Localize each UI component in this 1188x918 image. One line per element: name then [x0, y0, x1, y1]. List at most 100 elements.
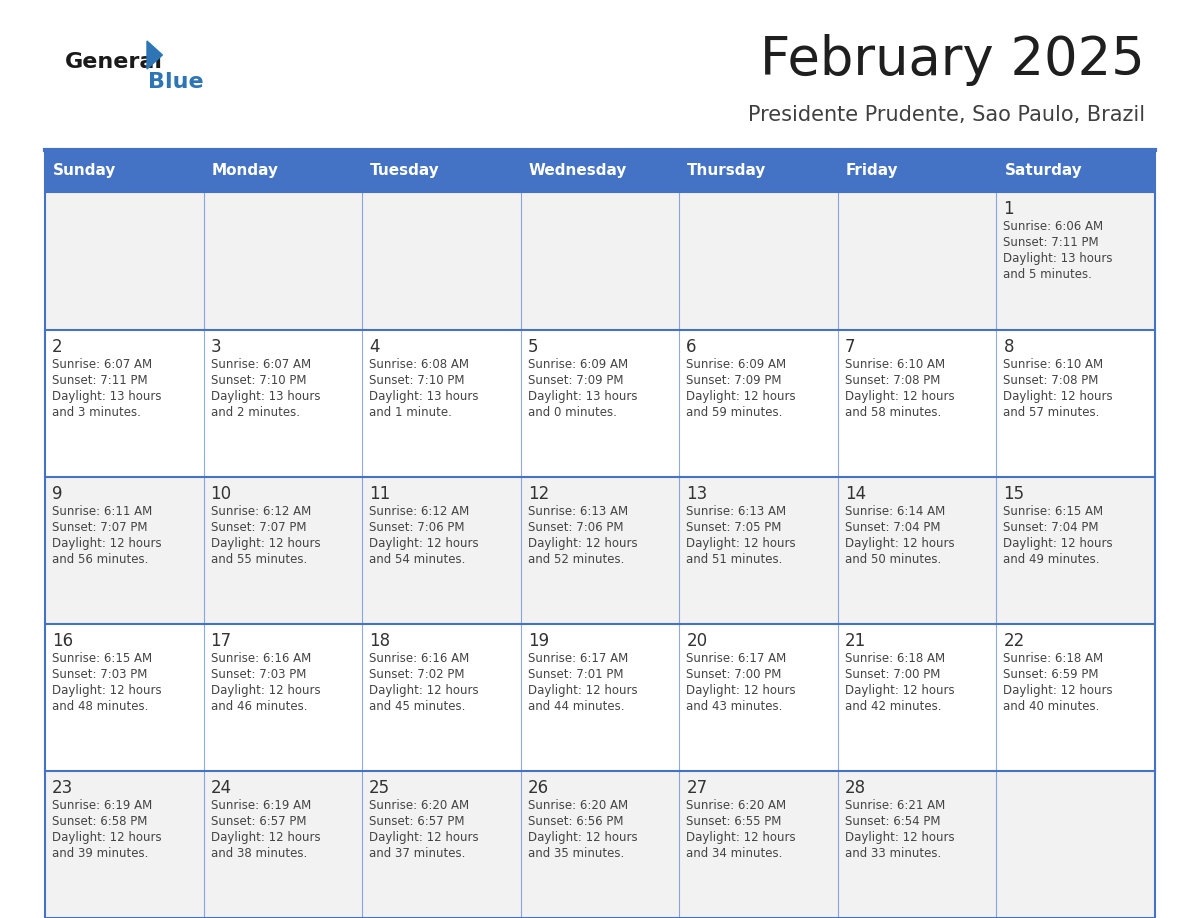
Text: Sunset: 7:11 PM: Sunset: 7:11 PM — [52, 374, 147, 387]
Text: Sunrise: 6:15 AM: Sunrise: 6:15 AM — [1004, 505, 1104, 518]
Bar — [680, 477, 838, 624]
Text: Sunrise: 6:12 AM: Sunrise: 6:12 AM — [369, 505, 469, 518]
Text: 26: 26 — [527, 779, 549, 797]
Text: and 44 minutes.: and 44 minutes. — [527, 700, 624, 713]
Text: 12: 12 — [527, 485, 549, 503]
Text: Monday: Monday — [211, 163, 278, 178]
Text: Sunset: 7:05 PM: Sunset: 7:05 PM — [687, 521, 782, 534]
Bar — [45, 477, 203, 624]
Text: and 49 minutes.: and 49 minutes. — [1004, 553, 1100, 566]
Text: Sunrise: 6:07 AM: Sunrise: 6:07 AM — [52, 358, 152, 371]
Bar — [997, 477, 1155, 624]
Text: Daylight: 12 hours: Daylight: 12 hours — [527, 684, 637, 697]
Text: Sunset: 7:07 PM: Sunset: 7:07 PM — [210, 521, 307, 534]
Text: Sunset: 7:10 PM: Sunset: 7:10 PM — [369, 374, 465, 387]
Text: Daylight: 12 hours: Daylight: 12 hours — [527, 831, 637, 844]
Text: Daylight: 12 hours: Daylight: 12 hours — [1004, 537, 1113, 550]
Text: Sunrise: 6:17 AM: Sunrise: 6:17 AM — [687, 652, 786, 665]
Bar — [45, 150, 203, 192]
Text: Sunset: 7:04 PM: Sunset: 7:04 PM — [1004, 521, 1099, 534]
Text: 23: 23 — [52, 779, 74, 797]
Text: Daylight: 12 hours: Daylight: 12 hours — [369, 537, 479, 550]
Bar — [203, 624, 362, 771]
Text: Daylight: 12 hours: Daylight: 12 hours — [687, 684, 796, 697]
Text: Sunrise: 6:20 AM: Sunrise: 6:20 AM — [527, 799, 627, 812]
Text: and 55 minutes.: and 55 minutes. — [210, 553, 307, 566]
Bar — [45, 771, 203, 918]
Text: 25: 25 — [369, 779, 391, 797]
Text: Sunrise: 6:10 AM: Sunrise: 6:10 AM — [845, 358, 944, 371]
Text: and 0 minutes.: and 0 minutes. — [527, 406, 617, 419]
Text: Daylight: 13 hours: Daylight: 13 hours — [210, 390, 320, 403]
Bar — [362, 771, 520, 918]
Text: Sunset: 7:10 PM: Sunset: 7:10 PM — [210, 374, 307, 387]
Text: 9: 9 — [52, 485, 63, 503]
Text: 5: 5 — [527, 338, 538, 356]
Text: Sunset: 7:02 PM: Sunset: 7:02 PM — [369, 668, 465, 681]
Text: Sunrise: 6:09 AM: Sunrise: 6:09 AM — [527, 358, 627, 371]
Text: Sunset: 7:01 PM: Sunset: 7:01 PM — [527, 668, 624, 681]
Text: Daylight: 12 hours: Daylight: 12 hours — [845, 537, 954, 550]
Text: Sunrise: 6:17 AM: Sunrise: 6:17 AM — [527, 652, 628, 665]
Text: Sunset: 6:59 PM: Sunset: 6:59 PM — [1004, 668, 1099, 681]
Text: Daylight: 12 hours: Daylight: 12 hours — [52, 684, 162, 697]
Text: Sunrise: 6:09 AM: Sunrise: 6:09 AM — [687, 358, 786, 371]
Bar — [203, 330, 362, 477]
Text: Sunset: 7:06 PM: Sunset: 7:06 PM — [369, 521, 465, 534]
Text: and 1 minute.: and 1 minute. — [369, 406, 451, 419]
Text: and 58 minutes.: and 58 minutes. — [845, 406, 941, 419]
Text: Sunrise: 6:08 AM: Sunrise: 6:08 AM — [369, 358, 469, 371]
Text: and 39 minutes.: and 39 minutes. — [52, 847, 148, 860]
Bar — [838, 192, 997, 330]
Text: Sunrise: 6:13 AM: Sunrise: 6:13 AM — [687, 505, 786, 518]
Text: Blue: Blue — [148, 72, 203, 92]
Text: Sunset: 6:57 PM: Sunset: 6:57 PM — [369, 815, 465, 828]
Text: Sunset: 6:57 PM: Sunset: 6:57 PM — [210, 815, 307, 828]
Text: Sunset: 7:08 PM: Sunset: 7:08 PM — [845, 374, 940, 387]
Text: and 37 minutes.: and 37 minutes. — [369, 847, 466, 860]
Text: Sunrise: 6:11 AM: Sunrise: 6:11 AM — [52, 505, 152, 518]
Text: Sunrise: 6:14 AM: Sunrise: 6:14 AM — [845, 505, 946, 518]
Text: and 33 minutes.: and 33 minutes. — [845, 847, 941, 860]
Text: and 45 minutes.: and 45 minutes. — [369, 700, 466, 713]
Bar — [362, 477, 520, 624]
Text: and 59 minutes.: and 59 minutes. — [687, 406, 783, 419]
Text: Sunset: 7:09 PM: Sunset: 7:09 PM — [687, 374, 782, 387]
Text: Daylight: 12 hours: Daylight: 12 hours — [687, 390, 796, 403]
Text: Daylight: 13 hours: Daylight: 13 hours — [52, 390, 162, 403]
Text: and 35 minutes.: and 35 minutes. — [527, 847, 624, 860]
Text: Saturday: Saturday — [1004, 163, 1082, 178]
Text: and 52 minutes.: and 52 minutes. — [527, 553, 624, 566]
Text: and 42 minutes.: and 42 minutes. — [845, 700, 941, 713]
Bar — [997, 624, 1155, 771]
Text: Sunset: 7:06 PM: Sunset: 7:06 PM — [527, 521, 624, 534]
Text: Sunset: 6:55 PM: Sunset: 6:55 PM — [687, 815, 782, 828]
Text: and 43 minutes.: and 43 minutes. — [687, 700, 783, 713]
Text: and 38 minutes.: and 38 minutes. — [210, 847, 307, 860]
Text: 1: 1 — [1004, 200, 1015, 218]
Bar — [680, 150, 838, 192]
Text: 4: 4 — [369, 338, 380, 356]
Text: Sunset: 7:07 PM: Sunset: 7:07 PM — [52, 521, 147, 534]
Bar — [520, 192, 680, 330]
Text: Sunset: 7:00 PM: Sunset: 7:00 PM — [845, 668, 940, 681]
Text: Daylight: 12 hours: Daylight: 12 hours — [845, 390, 954, 403]
Bar — [203, 150, 362, 192]
Bar — [997, 192, 1155, 330]
Text: Sunrise: 6:18 AM: Sunrise: 6:18 AM — [845, 652, 944, 665]
Text: Daylight: 12 hours: Daylight: 12 hours — [1004, 684, 1113, 697]
Text: and 2 minutes.: and 2 minutes. — [210, 406, 299, 419]
Text: Sunset: 7:08 PM: Sunset: 7:08 PM — [1004, 374, 1099, 387]
Text: 20: 20 — [687, 632, 707, 650]
Text: 6: 6 — [687, 338, 697, 356]
Text: Daylight: 12 hours: Daylight: 12 hours — [687, 831, 796, 844]
Text: Sunrise: 6:20 AM: Sunrise: 6:20 AM — [369, 799, 469, 812]
Text: 18: 18 — [369, 632, 391, 650]
Bar — [997, 330, 1155, 477]
Text: 16: 16 — [52, 632, 74, 650]
Text: and 48 minutes.: and 48 minutes. — [52, 700, 148, 713]
Text: Daylight: 13 hours: Daylight: 13 hours — [1004, 252, 1113, 265]
Bar — [203, 477, 362, 624]
Text: and 5 minutes.: and 5 minutes. — [1004, 268, 1092, 281]
Text: Sunset: 7:00 PM: Sunset: 7:00 PM — [687, 668, 782, 681]
